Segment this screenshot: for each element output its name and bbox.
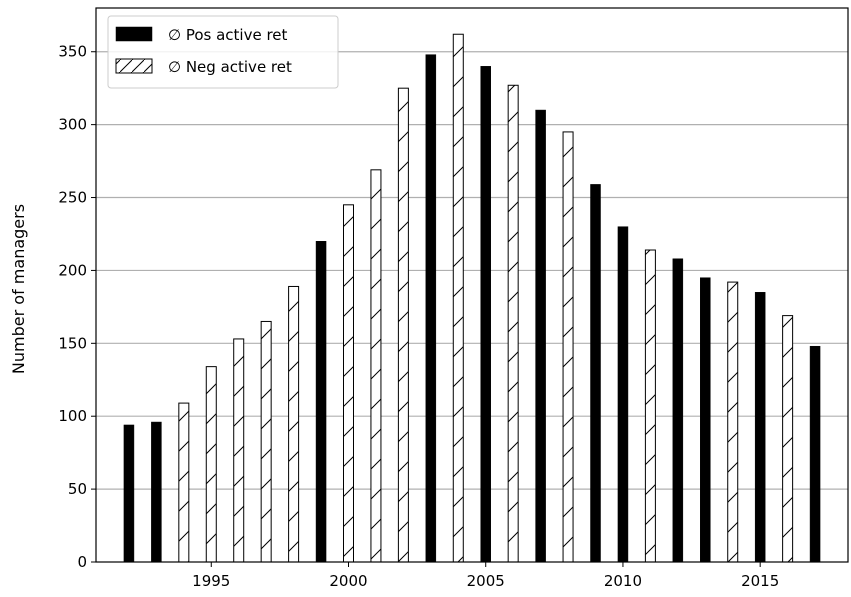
bar-neg-active-ret (507, 84, 519, 563)
bar-pos-active-ret (480, 66, 491, 563)
y-tick-label: 250 (58, 189, 87, 207)
bar-neg-active-ret (288, 285, 300, 563)
ticks: 0 50 100 150 200 250 300 350 1995 2000 2005 2010 201… (58, 43, 779, 590)
legend-label: ∅ Pos active ret (168, 26, 288, 44)
bar-neg-active-ret (233, 338, 245, 563)
bar-pos-active-ret (617, 226, 629, 563)
bar-neg-active-ret (178, 402, 190, 563)
bar-pos-active-ret (535, 109, 546, 563)
x-tick-label: 2000 (329, 572, 367, 590)
axes (95, 7, 849, 563)
y-tick-label: 300 (58, 116, 87, 134)
bar-pos-active-ret (590, 184, 601, 563)
y-tick-label: 100 (58, 407, 87, 425)
x-tick-label: 2005 (467, 572, 505, 590)
y-tick-label: 0 (77, 553, 87, 571)
legend-swatch-pos (115, 26, 153, 42)
bars (123, 33, 821, 563)
y-tick-label: 150 (58, 334, 87, 352)
legend: ∅ Pos active ret ∅ Neg active ret (107, 15, 339, 89)
y-tick-label: 350 (58, 43, 87, 61)
x-tick-label: 2015 (741, 572, 779, 590)
bar-neg-active-ret (260, 320, 272, 563)
x-tick-label: 1995 (192, 572, 230, 590)
x-tick-label: 2010 (604, 572, 642, 590)
legend-box (107, 15, 339, 89)
bar-neg-active-ret (342, 204, 354, 563)
y-tick-label: 50 (68, 480, 87, 498)
plot-frame (95, 7, 849, 563)
bar-pos-active-ret (700, 277, 711, 563)
bar-neg-active-ret (370, 169, 382, 563)
bar-pos-active-ret (425, 54, 437, 563)
legend-label: ∅ Neg active ret (168, 58, 292, 76)
bar-neg-active-ret (562, 131, 574, 563)
legend-swatch-neg (115, 58, 153, 74)
y-tick-label: 200 (58, 261, 87, 279)
bar-pos-active-ret (123, 424, 135, 563)
bar-pos-active-ret (754, 292, 766, 563)
bar-pos-active-ret (809, 345, 821, 563)
bar-neg-active-ret (452, 33, 464, 563)
bar-neg-active-ret (397, 87, 409, 563)
bar-pos-active-ret (672, 258, 684, 563)
bar-neg-active-ret (727, 281, 739, 563)
bar-neg-active-ret (782, 315, 794, 563)
bar-pos-active-ret (315, 241, 327, 563)
bar-neg-active-ret (205, 366, 217, 563)
bar-pos-active-ret (151, 421, 162, 563)
y-axis-label: Number of managers (9, 204, 28, 374)
bar-neg-active-ret (644, 249, 656, 563)
